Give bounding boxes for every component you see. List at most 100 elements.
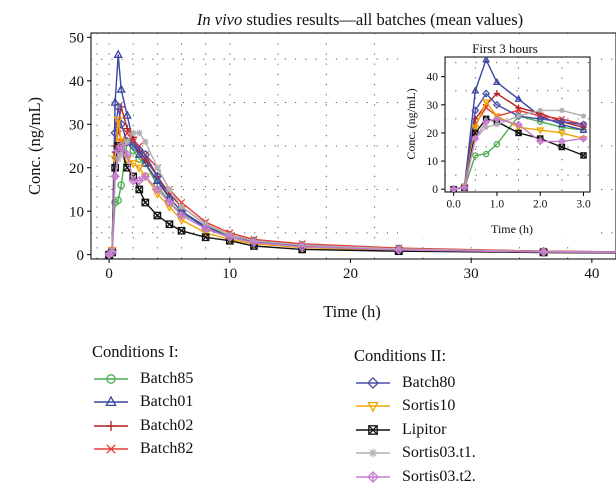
legend-item-Sortis03.t2.: Sortis03.t2. — [354, 465, 476, 489]
main-point-Batch85-4 — [117, 181, 126, 189]
main-point-Sortis03.t2.-13 — [225, 232, 235, 243]
main-point-Sortis03.t1.-11 — [178, 203, 185, 211]
legend-item-Lipitor: Lipitor — [354, 418, 476, 442]
legend-group2-items: Batch80 Sortis10 Lipitor Sortis03.t1. Sortis… — [354, 371, 476, 489]
inset-y-axis-label: Conc. (ng/mL) — [404, 88, 418, 159]
inset-point-Sortis03.t2.-3 — [482, 117, 491, 126]
inset-point-Sortis03.t1.-4 — [494, 121, 500, 128]
inset-ytick-label-4: 40 — [427, 72, 439, 84]
chart-svg: 0 10 20 30 40 0 10 20 30 40 50 In vivo studies resu… — [25, 10, 616, 321]
main-point-Sortis03.t2.-7 — [134, 176, 145, 186]
main-point-Sortis03.t2.-4 — [116, 141, 126, 151]
main-xtick-label-1: 10 — [222, 266, 237, 282]
main-point-Batch80-9 — [152, 171, 163, 182]
legend-marker-Sortis03.t2. — [367, 470, 379, 483]
inset-point-Batch80-8 — [579, 120, 588, 129]
y-axis-label: Conc. (ng/mL) — [25, 97, 44, 195]
inset-point-Sortis03.t2.-7 — [557, 137, 566, 146]
inset-point-Batch01-4 — [492, 77, 501, 86]
inset-point-Sortis03.t2.-5 — [514, 120, 523, 129]
inset-point-Batch85-4 — [493, 140, 501, 148]
inset-point-Batch01-2 — [471, 86, 480, 94]
inset-ytick-label-1: 10 — [427, 156, 439, 168]
main-point-Sortis03.t2.-1 — [107, 247, 117, 258]
main-point-Lipitor-12 — [201, 233, 210, 242]
main-point-Sortis03.t2.-2 — [110, 171, 120, 182]
legend-swatch-Sortis03.t1. — [356, 449, 390, 458]
main-point-Sortis03.t1.-9 — [154, 164, 161, 171]
inset-point-Batch80-6 — [536, 114, 545, 123]
inset-point-Sortis10-3 — [482, 99, 491, 107]
main-ytick-label-4: 40 — [69, 74, 84, 90]
main-xtick-label-3: 30 — [464, 266, 479, 282]
legend-item-Batch80: Batch80 — [354, 371, 476, 395]
inset-point-Batch01-8 — [579, 125, 588, 133]
main-point-Sortis03.t1.-7 — [136, 129, 143, 137]
inset-xtick-label-0: 0.0 — [446, 199, 461, 211]
main-point-Sortis10-7 — [134, 164, 144, 173]
legend-group2-title: Conditions II: — [354, 346, 447, 365]
inset-point-Batch02-2 — [472, 115, 479, 122]
legend-marker-Sortis10 — [367, 402, 379, 413]
main-point-Batch80-3 — [113, 102, 123, 112]
main-point-Lipitor-10 — [165, 220, 174, 229]
main-point-Sortis10-3 — [113, 116, 123, 126]
main-point-Sortis03.t1.-3 — [114, 155, 122, 163]
legend-item-Sortis03.t1.: Sortis03.t1. — [354, 442, 476, 466]
main-ytick-label-2: 20 — [69, 161, 84, 177]
main-point-Sortis10-6 — [128, 160, 138, 169]
inset-point-Sortis10-2 — [471, 124, 480, 132]
inset-point-Sortis03.t2.-8 — [579, 134, 588, 143]
inset-xtick-label-1: 1.0 — [490, 199, 505, 211]
main-point-Sortis03.t2.-5 — [122, 149, 132, 160]
inset-ytick-label-0: 0 — [432, 184, 438, 196]
inset-xtick-label-2: 2.0 — [533, 199, 548, 211]
legend-swatch-Batch80 — [356, 376, 390, 389]
main-point-Batch85-3 — [114, 196, 123, 205]
x-axis-label: Time (h) — [323, 302, 381, 321]
legend-label-Batch82: Batch82 — [140, 440, 194, 458]
legend-marker-Batch82 — [106, 444, 116, 454]
legend-item-Batch02: Batch02 — [92, 414, 193, 438]
legend-item-Batch85: Batch85 — [92, 367, 193, 391]
legend-label-Sortis10: Sortis10 — [402, 397, 456, 415]
legend-label-Batch80: Batch80 — [402, 373, 456, 391]
legend-marker-Batch85 — [106, 373, 116, 384]
legend-item-Sortis10: Sortis10 — [354, 395, 476, 419]
main-xtick-label-2: 20 — [343, 266, 358, 282]
legend-conditions-2: Conditions II: Batch80 Sortis10 Lipitor Sor… — [354, 346, 476, 489]
main-ytick-label-0: 0 — [77, 248, 85, 264]
legend-swatch-Batch85 — [94, 373, 128, 384]
main-point-Batch80-8 — [140, 149, 151, 160]
inset-line-Batch80 — [453, 92, 584, 190]
inset-x-axis-label: Time (h) — [491, 222, 533, 236]
legend-conditions-1: Conditions I: Batch85 Batch01 Batch02 Batch… — [92, 342, 193, 461]
inset-point-Sortis03.t1.-5 — [515, 113, 522, 119]
inset-line-Batch85 — [453, 115, 584, 190]
inset-point-Sortis03.t1.-7 — [559, 107, 565, 114]
legend-label-Lipitor: Lipitor — [402, 420, 447, 438]
inset-point-Batch80-2 — [471, 106, 480, 115]
legend-swatch-Batch01 — [94, 395, 128, 407]
inset-point-Sortis03.t1.-3 — [483, 124, 489, 130]
main-point-Batch80-7 — [134, 145, 145, 156]
legend-swatch-Batch02 — [94, 420, 128, 431]
main-point-Batch01-7 — [134, 149, 144, 158]
main-point-Batch01-4 — [116, 84, 126, 93]
inset-point-Batch85-3 — [482, 150, 490, 158]
main-ytick-label-3: 30 — [69, 118, 84, 134]
chart-title-rest: studies results—all batches (mean values… — [242, 10, 523, 29]
main-ytick-label-1: 10 — [69, 204, 84, 220]
inset-point-Batch85-2 — [472, 152, 479, 159]
main-point-Sortis03.t2.-16 — [393, 245, 404, 255]
main-xtick-label-0: 0 — [105, 266, 113, 282]
legend-label-Batch85: Batch85 — [140, 369, 194, 387]
main-series — [104, 49, 616, 259]
inset-series — [449, 57, 588, 192]
legend-label-Batch02: Batch02 — [140, 416, 194, 434]
legend-marker-Batch01 — [105, 395, 117, 407]
legend-label-Sortis03.t1.: Sortis03.t1. — [402, 444, 476, 462]
main-xtick-label-4: 40 — [584, 266, 599, 282]
inset-point-Lipitor-8 — [580, 152, 587, 159]
